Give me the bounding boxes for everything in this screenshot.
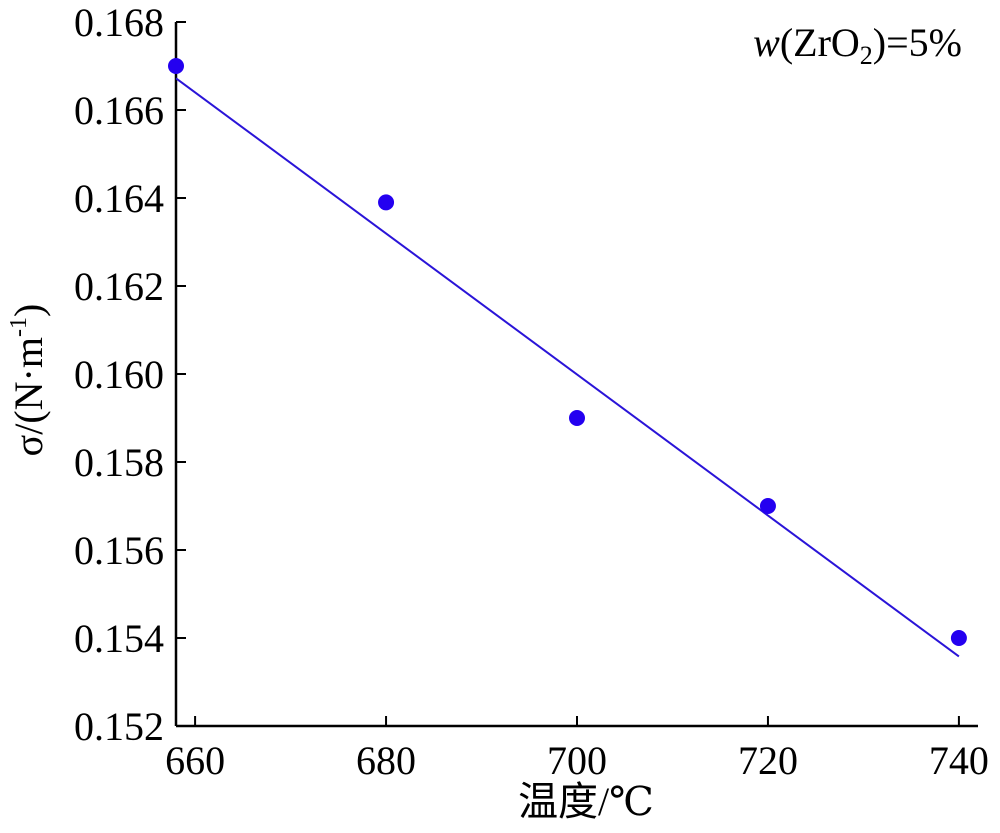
x-axis-label: 温度/℃	[518, 779, 654, 824]
x-tick-label: 740	[929, 738, 989, 783]
axes: 660 680 700 720 740 0.152 0.154 0.156 0.158 0.160…	[74, 0, 989, 783]
y-axis-label: σ/(N·m-1)	[6, 304, 51, 457]
annotation-close: )=5%	[873, 20, 962, 65]
x-tick-label: 660	[165, 738, 225, 783]
y-tick-label: 0.160	[74, 352, 164, 397]
y-tick-label: 0.168	[74, 0, 164, 45]
y-axis-label-main: σ/(N·m	[6, 337, 51, 456]
annotation-var: w	[753, 20, 780, 65]
y-tick-label: 0.164	[74, 176, 164, 221]
points-layer	[168, 58, 967, 646]
data-point	[759, 498, 776, 514]
y-tick-label: 0.162	[74, 264, 164, 309]
y-tick-label: 0.158	[74, 440, 164, 485]
data-point	[569, 410, 585, 426]
data-point	[378, 194, 395, 211]
text-layer: 温度/℃ σ/(N·m-1) w(ZrO2)=5%	[6, 20, 962, 824]
annotation-sub: 2	[860, 41, 873, 70]
annotation-label: w(ZrO2)=5%	[753, 20, 962, 70]
y-tick-label: 0.156	[74, 528, 164, 573]
y-axis-label-close: )	[6, 304, 51, 317]
data-point	[950, 630, 967, 646]
data-point	[168, 58, 184, 74]
annotation-open: (ZrO	[780, 20, 860, 65]
x-tick-label: 720	[738, 738, 798, 783]
y-tick-label: 0.152	[74, 704, 164, 749]
x-tick-label: 680	[356, 738, 416, 783]
fit-line-layer	[175, 77, 960, 658]
x-tick-label: 700	[547, 738, 607, 783]
y-axis-label-sup: -1	[6, 317, 32, 337]
fit-line	[175, 77, 960, 658]
y-tick-label: 0.154	[74, 616, 164, 661]
y-tick-label: 0.166	[74, 88, 164, 133]
